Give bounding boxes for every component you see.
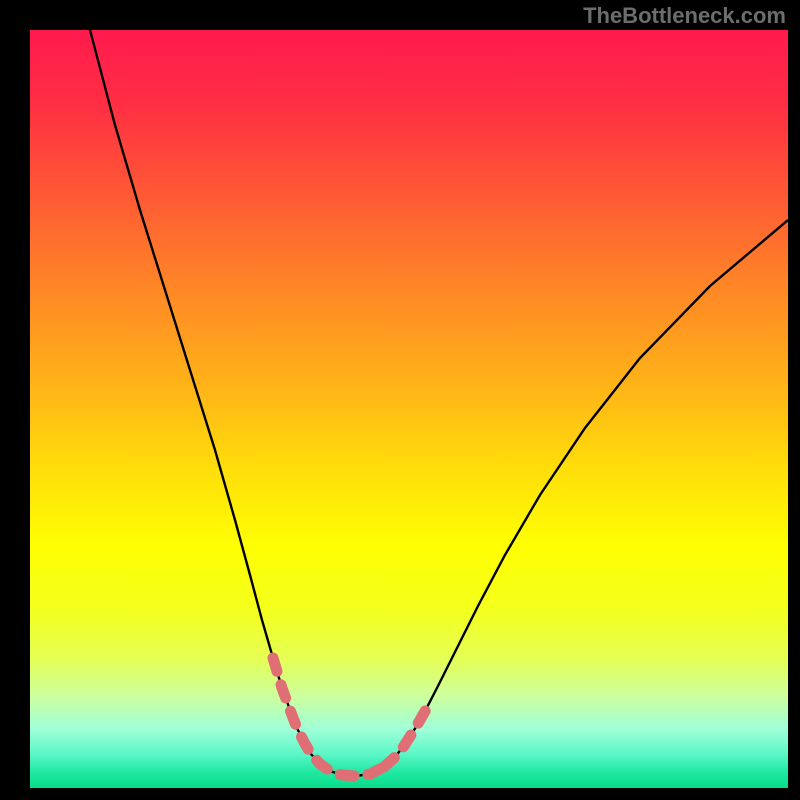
highlight-dash-right [384, 706, 428, 767]
chart-frame: TheBottleneck.com [0, 0, 800, 800]
curve-layer [30, 30, 788, 788]
watermark-text: TheBottleneck.com [583, 3, 786, 29]
highlight-dash-left [273, 658, 384, 776]
bottleneck-curve-overlay [90, 30, 788, 776]
bottleneck-curve [90, 30, 788, 776]
plot-area [30, 30, 788, 788]
